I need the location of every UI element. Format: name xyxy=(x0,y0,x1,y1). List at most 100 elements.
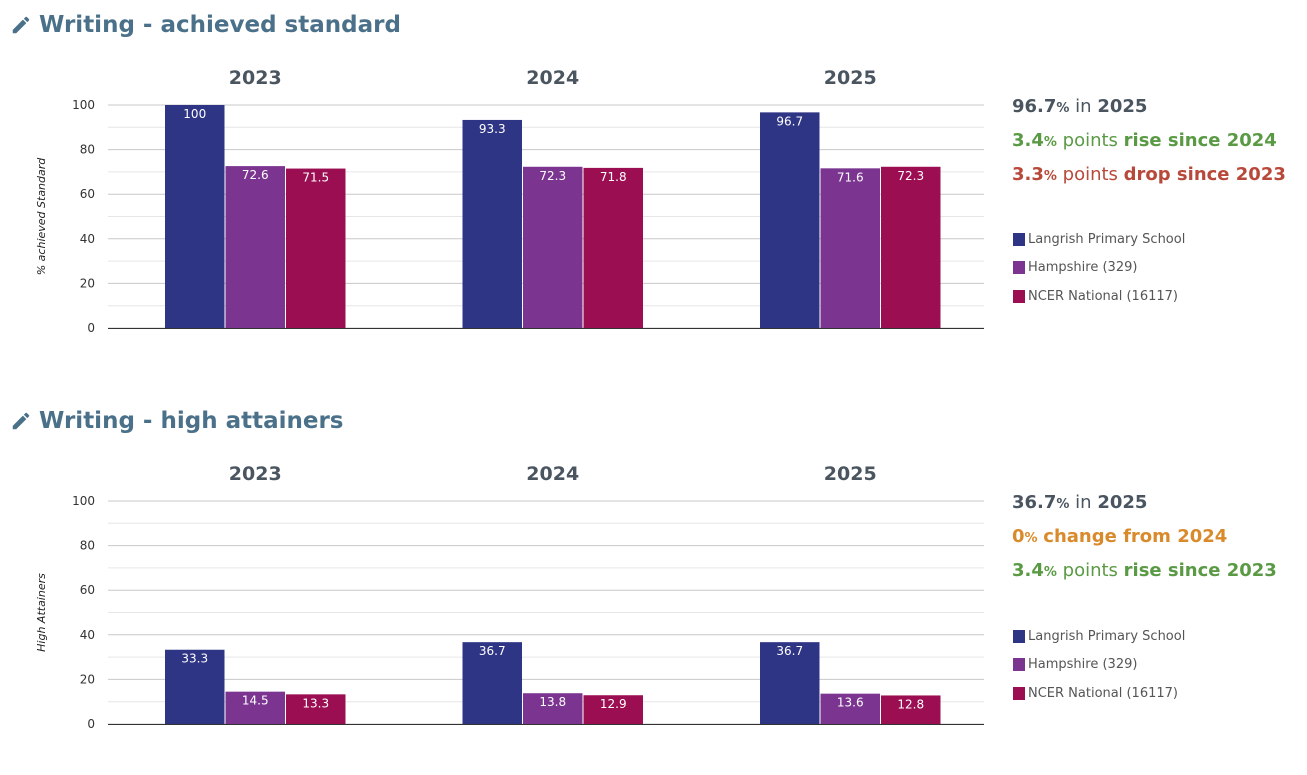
y-tick-label: 20 xyxy=(80,672,95,686)
change-tail: drop since 2023 xyxy=(1123,164,1286,185)
data-label: 100 xyxy=(183,107,206,121)
summary-current: 36.7% in 2025 xyxy=(1012,487,1277,521)
data-label: 13.6 xyxy=(837,696,864,710)
legend-swatch xyxy=(1013,261,1025,275)
category-label: 2023 xyxy=(229,463,282,485)
data-label: 72.3 xyxy=(539,169,566,183)
data-label: 14.5 xyxy=(242,694,269,708)
data-label: 12.8 xyxy=(897,697,924,711)
bar[interactable] xyxy=(523,693,583,724)
legend-label: NCER National (16117) xyxy=(1028,685,1178,701)
data-label: 13.8 xyxy=(539,695,566,709)
data-label: 72.6 xyxy=(242,168,269,182)
category-label: 2024 xyxy=(526,67,579,89)
section-title-text: Writing - achieved standard xyxy=(39,12,401,38)
legend-swatch xyxy=(1013,232,1025,246)
legend-swatch xyxy=(1013,289,1025,303)
bar[interactable] xyxy=(583,167,644,328)
change-unit: % xyxy=(1024,531,1038,546)
legend: Langrish Primary School Hampshire (329) … xyxy=(1013,225,1185,311)
data-label: 71.5 xyxy=(302,171,329,185)
category-label: 2023 xyxy=(229,67,282,89)
summary-change-2: 3.3% points drop since 2023 xyxy=(1012,159,1286,193)
bar[interactable] xyxy=(820,693,881,724)
data-label: 96.7 xyxy=(776,114,803,128)
change-mid: points xyxy=(1056,164,1124,185)
summary-value: 36.7 xyxy=(1012,492,1057,513)
data-label: 36.7 xyxy=(776,644,803,658)
change-value: 3.4 xyxy=(1012,130,1044,151)
summary-panel: 96.7% in 2025 3.4% points rise since 202… xyxy=(1012,91,1286,193)
bar[interactable] xyxy=(583,695,644,724)
y-tick-label: 0 xyxy=(87,717,95,731)
summary-change-2: 3.4% points rise since 2023 xyxy=(1012,555,1277,589)
bar[interactable] xyxy=(881,166,941,328)
change-mid: points xyxy=(1056,560,1124,581)
summary-unit: % xyxy=(1056,497,1070,512)
bar[interactable] xyxy=(760,642,820,724)
y-tick-label: 80 xyxy=(80,539,95,553)
change-value: 3.4 xyxy=(1012,560,1044,581)
change-value: 0 xyxy=(1012,526,1025,547)
summary-in: in xyxy=(1069,492,1098,513)
y-tick-label: 0 xyxy=(87,321,95,335)
legend-swatch xyxy=(1013,686,1025,700)
bar[interactable] xyxy=(523,166,583,328)
data-label: 72.3 xyxy=(897,169,924,183)
category-label: 2024 xyxy=(526,463,579,485)
y-tick-label: 60 xyxy=(80,583,95,597)
change-tail: change from 2024 xyxy=(1043,526,1228,547)
change-unit: % xyxy=(1043,565,1057,580)
bar[interactable] xyxy=(286,694,346,724)
category-label: 2025 xyxy=(824,67,877,89)
summary-current: 96.7% in 2025 xyxy=(1012,91,1286,125)
summary-change-1: 0% change from 2024 xyxy=(1012,521,1277,555)
legend-label: Hampshire (329) xyxy=(1028,657,1138,673)
bar[interactable] xyxy=(225,691,286,724)
legend: Langrish Primary School Hampshire (329) … xyxy=(1013,622,1185,708)
pencil-icon xyxy=(12,412,30,430)
section-title-text: Writing - high attainers xyxy=(39,408,344,434)
y-tick-label: 60 xyxy=(80,187,95,201)
bar[interactable] xyxy=(462,642,523,724)
data-label: 93.3 xyxy=(479,122,506,136)
bar[interactable] xyxy=(165,649,225,724)
legend-item-county[interactable]: Hampshire (329) xyxy=(1013,651,1185,680)
summary-year: 2025 xyxy=(1097,96,1148,117)
legend-label: Langrish Primary School xyxy=(1028,628,1186,644)
legend-item-national[interactable]: NCER National (16117) xyxy=(1013,282,1185,311)
data-label: 36.7 xyxy=(479,644,506,658)
change-unit: % xyxy=(1043,135,1057,150)
bar[interactable] xyxy=(165,105,225,328)
chart-section-achieved-standard: Writing - achieved standard 0 20 40 60 80 100… xyxy=(10,12,1286,335)
change-tail: rise since 2023 xyxy=(1123,560,1277,581)
pencil-icon xyxy=(12,16,30,34)
section-title: Writing - achieved standard xyxy=(10,12,401,38)
y-axis-label: % achieved Standard xyxy=(35,157,48,276)
chart-section-high-attainers: Writing - high attainers 0 20 40 60 80 100 Hig… xyxy=(0,396,1307,775)
change-unit: % xyxy=(1043,169,1057,184)
change-tail: rise since 2024 xyxy=(1123,130,1277,151)
legend-label: Hampshire (329) xyxy=(1028,260,1138,276)
legend-swatch xyxy=(1013,658,1025,672)
y-tick-label: 80 xyxy=(80,143,95,157)
legend-item-school[interactable]: Langrish Primary School xyxy=(1013,622,1185,651)
bar[interactable] xyxy=(760,112,820,328)
data-label: 71.6 xyxy=(837,170,864,184)
bar[interactable] xyxy=(881,695,941,724)
summary-in: in xyxy=(1069,96,1098,117)
bar-chart: 0 20 40 60 80 100 High Attainers 2023 33.3 14.5 13… xyxy=(35,463,984,731)
y-tick-label: 40 xyxy=(80,232,95,246)
legend-item-national[interactable]: NCER National (16117) xyxy=(1013,679,1185,708)
summary-unit: % xyxy=(1056,101,1070,116)
bar[interactable] xyxy=(225,166,286,328)
bar[interactable] xyxy=(286,168,346,328)
legend-item-county[interactable]: Hampshire (329) xyxy=(1013,254,1185,283)
legend-label: NCER National (16117) xyxy=(1028,288,1178,304)
bar[interactable] xyxy=(462,119,523,328)
data-label: 33.3 xyxy=(181,652,208,666)
summary-change-1: 3.4% points rise since 2024 xyxy=(1012,125,1286,159)
bar[interactable] xyxy=(820,168,881,328)
data-label: 12.9 xyxy=(600,697,627,711)
legend-item-school[interactable]: Langrish Primary School xyxy=(1013,225,1185,254)
